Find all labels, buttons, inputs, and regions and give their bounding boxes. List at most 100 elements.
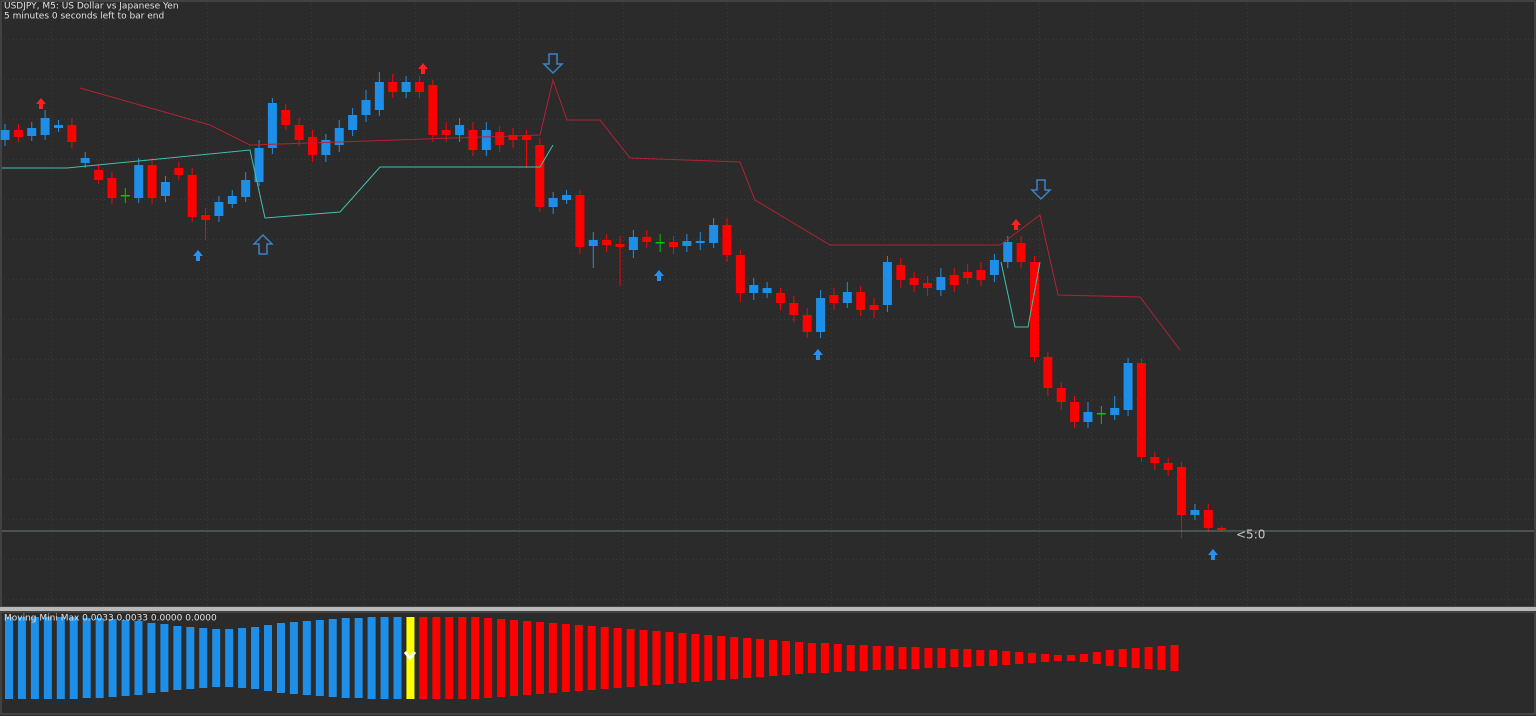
candle-body: [722, 225, 732, 255]
candle-body: [775, 293, 785, 303]
candle-body: [735, 255, 745, 293]
histogram-bar: [535, 622, 544, 694]
candle-body: [107, 178, 117, 198]
histogram-bar: [950, 649, 959, 667]
candle-body: [1136, 363, 1146, 457]
histogram-bar: [134, 621, 143, 695]
histogram-bar: [1131, 648, 1140, 668]
candle-body: [842, 292, 852, 303]
candle-body: [655, 242, 665, 244]
candle-body: [214, 202, 224, 216]
histogram-bar: [484, 618, 493, 698]
candle-body: [40, 118, 50, 135]
candle-body: [455, 125, 465, 135]
candle-body: [1123, 363, 1133, 410]
candle-body: [1150, 457, 1160, 463]
histogram-bar: [69, 617, 78, 699]
candle-body: [67, 125, 77, 142]
candle-body: [642, 237, 652, 242]
histogram-bar: [523, 621, 531, 695]
candle-body: [615, 244, 625, 247]
candle-body: [802, 315, 812, 332]
candle-body: [1016, 243, 1026, 262]
candle-body: [495, 132, 505, 145]
histogram-bar: [471, 617, 480, 699]
histogram-bar: [1066, 655, 1075, 661]
histogram-bar: [678, 633, 687, 683]
candle-body: [1177, 467, 1187, 515]
candle-body: [428, 85, 438, 135]
candle-body: [281, 110, 291, 125]
candle-body: [709, 225, 719, 243]
chart-subtitle: 5 minutes 0 seconds left to bar end: [4, 12, 164, 22]
histogram-bar: [1053, 655, 1062, 661]
candle-body: [1029, 262, 1039, 357]
candle-body: [1056, 388, 1066, 402]
candle-body: [201, 215, 211, 220]
candle-body: [13, 130, 23, 137]
candle-body: [334, 128, 344, 145]
candle-body: [829, 295, 839, 303]
histogram-bar: [1157, 646, 1166, 670]
candle-body: [989, 260, 999, 275]
panel-separator: [0, 607, 1536, 611]
candle-body: [762, 288, 772, 293]
histogram-bar: [328, 619, 337, 697]
histogram-bar: [756, 639, 765, 677]
histogram-bar: [289, 622, 298, 694]
candle-body: [1110, 408, 1120, 415]
candle-body: [0, 130, 10, 140]
main-panel: [0, 0, 1536, 608]
histogram-bar: [989, 650, 998, 666]
histogram-bar: [302, 621, 311, 695]
candle-body: [147, 165, 157, 198]
histogram-bar: [393, 617, 402, 699]
histogram-bar: [704, 635, 713, 681]
histogram-bar: [600, 627, 609, 689]
histogram-bar: [1041, 654, 1049, 662]
candle-body: [882, 262, 892, 305]
histogram-bar: [367, 617, 376, 699]
histogram-bar: [238, 628, 247, 688]
histogram-bar: [898, 647, 907, 669]
histogram-bar: [419, 617, 428, 699]
histogram-bar: [121, 620, 130, 696]
histogram-bar: [937, 648, 946, 668]
candle-body: [749, 285, 759, 293]
histogram-bar: [1170, 645, 1179, 671]
histogram-bar: [225, 629, 234, 687]
histogram-bar: [199, 628, 208, 688]
buy-arrows: [193, 250, 1218, 560]
candle-body: [187, 175, 197, 217]
histogram-bar: [212, 629, 221, 687]
histogram-bar: [1002, 651, 1011, 665]
histogram-bar: [458, 617, 467, 699]
histogram-bar: [743, 638, 752, 678]
histogram-bar: [717, 636, 726, 680]
candle-body: [308, 137, 318, 155]
histogram-bar: [548, 623, 557, 693]
candle-body: [949, 275, 959, 285]
candle-body: [414, 82, 424, 92]
histogram-bar: [108, 619, 117, 697]
candle-body: [682, 241, 692, 246]
candle-body: [508, 135, 518, 140]
histogram-bar: [380, 617, 389, 699]
histogram-bar: [56, 617, 65, 699]
histogram-bar: [846, 645, 855, 671]
histogram-bar: [963, 649, 972, 667]
histogram-bar: [264, 625, 272, 691]
histogram-bar: [315, 620, 324, 696]
histogram: [5, 617, 1179, 699]
candle-body: [1003, 242, 1013, 262]
candle-body: [27, 128, 37, 136]
candle-body: [241, 180, 251, 197]
histogram-bar: [1079, 654, 1088, 662]
candles: [0, 72, 1227, 538]
histogram-bar: [5, 617, 13, 699]
candle-body: [94, 170, 104, 180]
candle-body: [669, 242, 678, 247]
candle-body: [1203, 510, 1213, 528]
histogram-bar: [95, 618, 104, 698]
